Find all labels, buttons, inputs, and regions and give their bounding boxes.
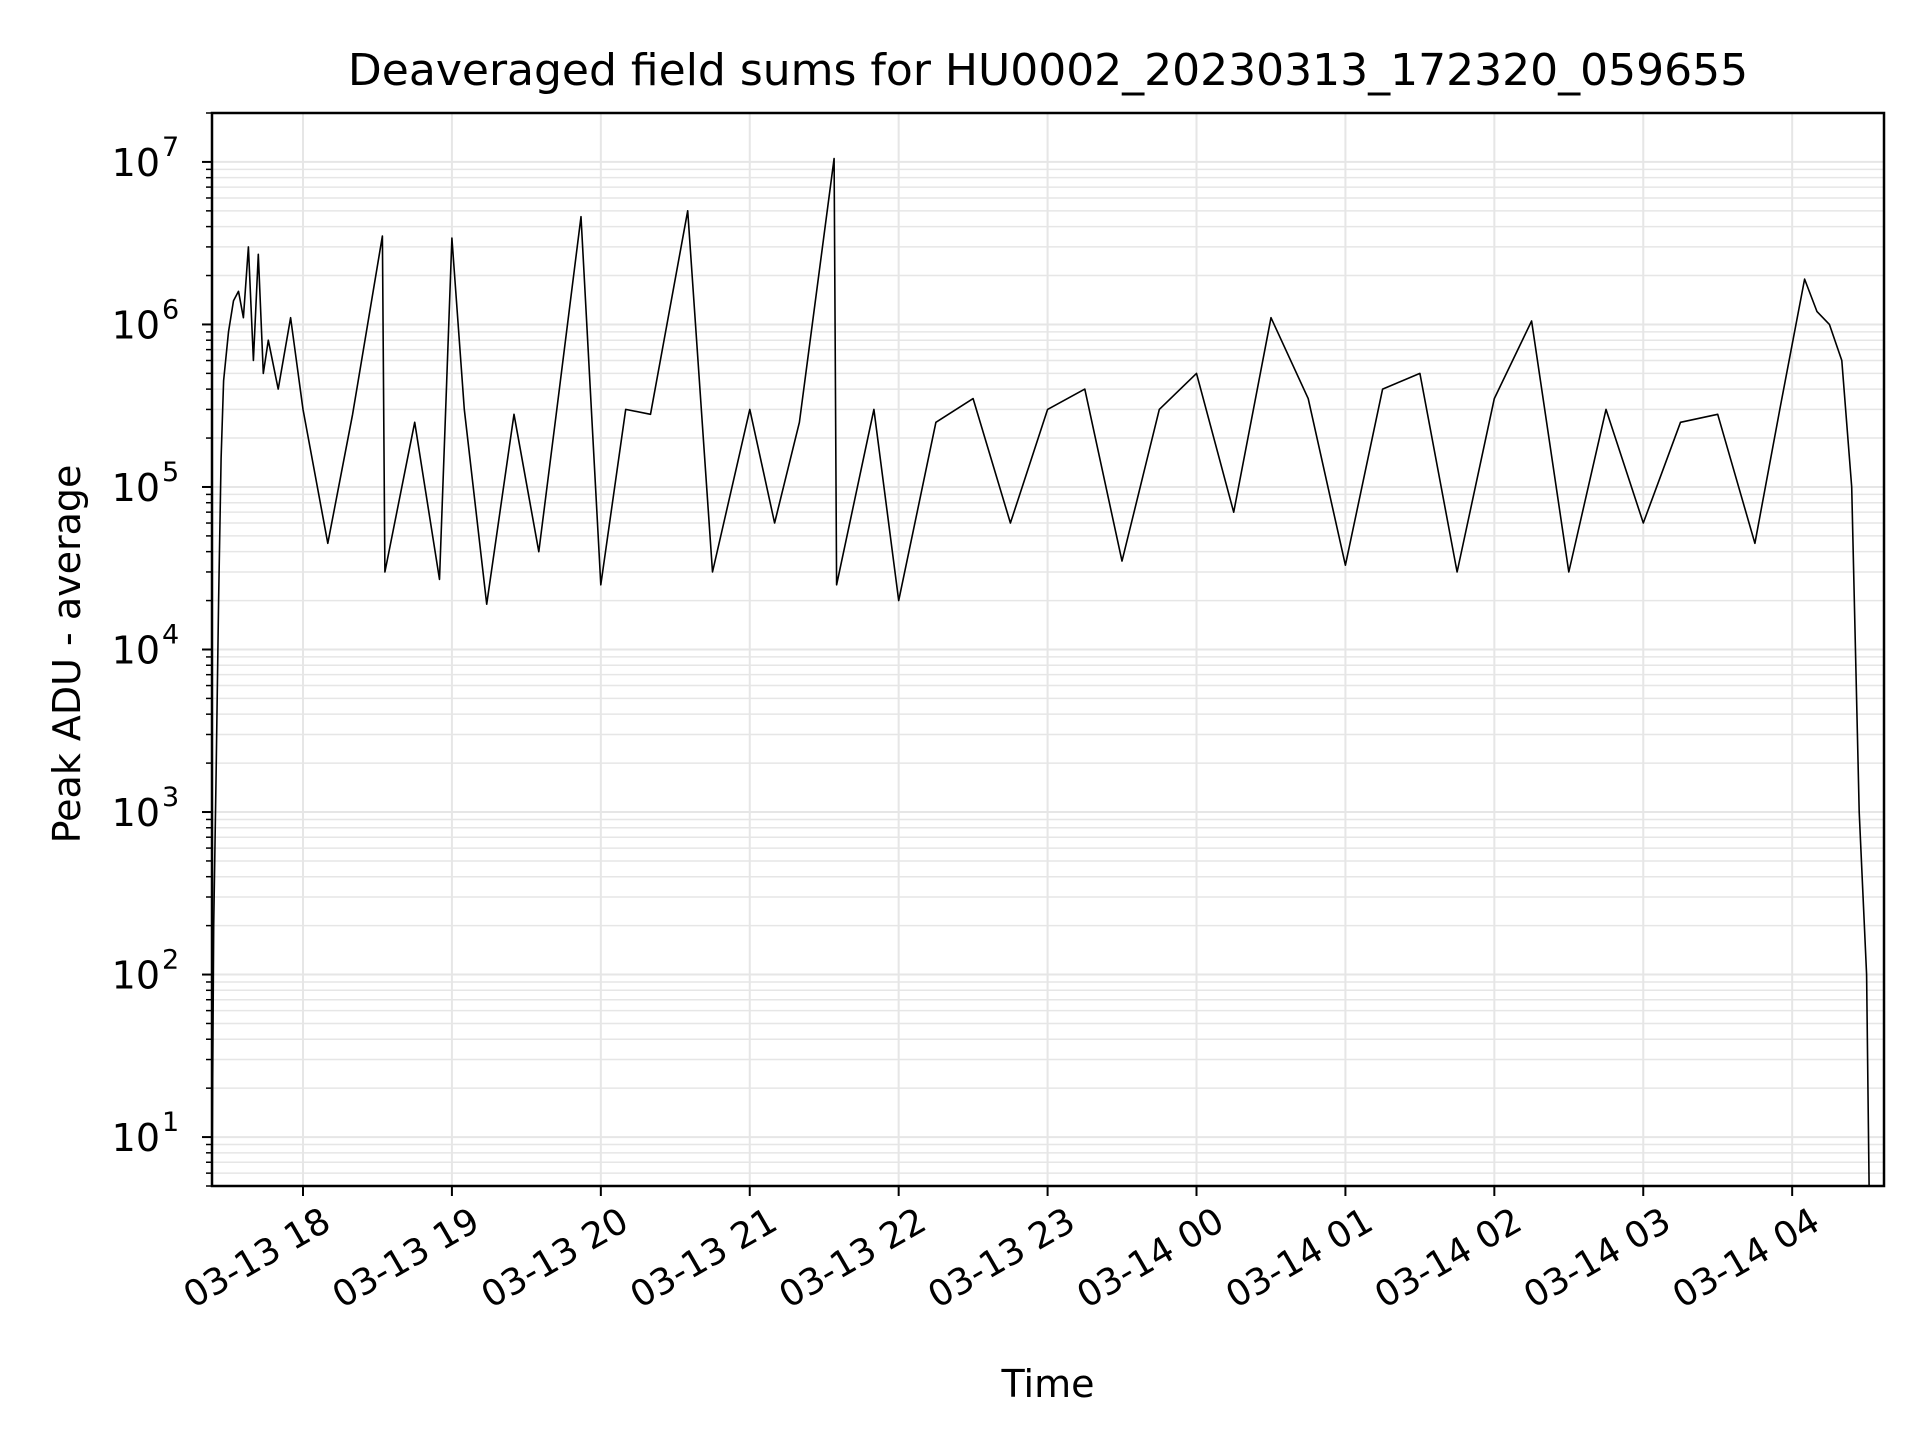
y-tick-label: 10 <box>112 629 160 673</box>
chart-title: Deaveraged field sums for HU0002_2023031… <box>348 45 1748 96</box>
y-tick-exponent: 5 <box>162 457 179 488</box>
y-tick-label: 10 <box>112 954 160 998</box>
y-tick-exponent: 3 <box>162 782 179 813</box>
y-tick-exponent: 2 <box>162 945 179 976</box>
y-tick-label: 10 <box>112 791 160 835</box>
y-tick-exponent: 4 <box>162 620 179 651</box>
series-layer <box>211 157 1870 1187</box>
y-tick-label: 10 <box>112 303 160 347</box>
y-axis-label: Peak ADU - average <box>45 465 89 844</box>
y-tick-exponent: 1 <box>162 1107 179 1138</box>
y-tick-label: 10 <box>112 141 160 185</box>
y-tick-label: 10 <box>112 466 160 510</box>
x-axis-label: Time <box>1001 1362 1095 1406</box>
y-tick-label: 10 <box>112 1116 160 1160</box>
y-tick-exponent: 6 <box>162 294 179 325</box>
y-tick-exponent: 7 <box>162 132 179 163</box>
series-line <box>211 157 1870 1187</box>
grid <box>212 112 1884 1187</box>
